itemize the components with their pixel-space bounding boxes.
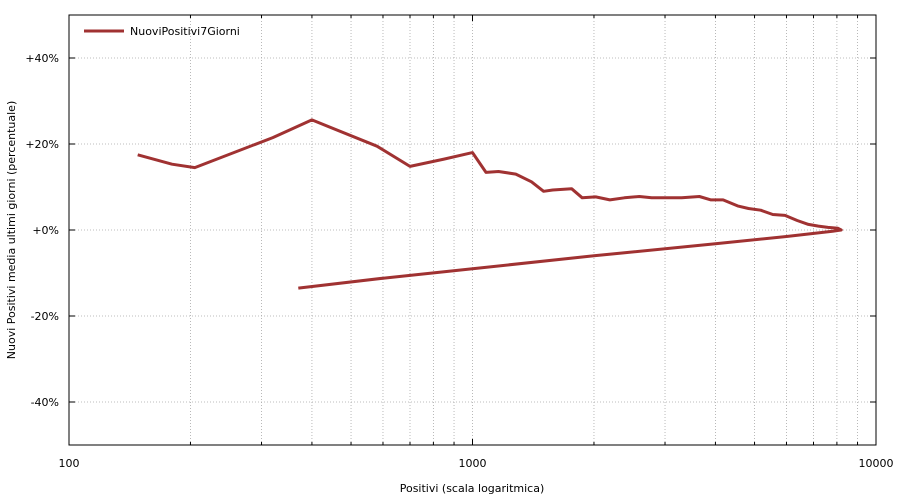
plot-frame bbox=[68, 14, 877, 446]
y-tick-label: +40% bbox=[25, 52, 59, 65]
y-tick-label: -20% bbox=[31, 310, 59, 323]
series-line bbox=[137, 118, 843, 290]
x-tick-label: 10000 bbox=[859, 457, 894, 470]
axis-ticks: +40% +20% +0% -20% -40% 100 1000 10000 bbox=[25, 15, 894, 470]
y-tick-label: +0% bbox=[32, 224, 59, 237]
y-axis-label: Nuovi Positivi media ultimi giorni (perc… bbox=[5, 101, 18, 359]
y-tick-label: +20% bbox=[25, 138, 59, 151]
x-tick-label: 1000 bbox=[459, 457, 487, 470]
x-axis-label: Positivi (scala logaritmica) bbox=[400, 482, 545, 495]
x-tick-label: 100 bbox=[59, 457, 80, 470]
legend: NuoviPositivi7Giorni bbox=[84, 25, 240, 38]
grid-lines bbox=[69, 15, 876, 445]
legend-label: NuoviPositivi7Giorni bbox=[130, 25, 240, 38]
series-layer bbox=[137, 118, 843, 290]
y-tick-label: -40% bbox=[31, 396, 59, 409]
